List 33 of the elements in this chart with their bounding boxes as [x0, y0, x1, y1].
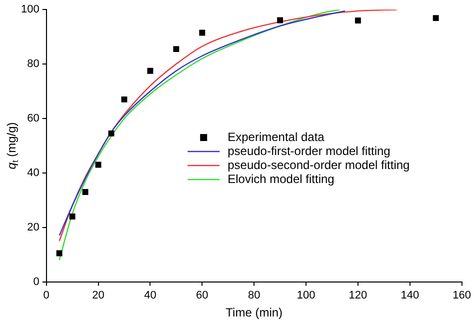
y-tick-label: 0: [33, 276, 40, 288]
point: [108, 130, 114, 136]
legend-label: Elovich model fitting: [228, 172, 334, 186]
x-tick-label: 0: [43, 289, 50, 302]
legend-label: pseudo-second-order model fitting: [228, 158, 410, 172]
x-tick-label: 80: [248, 289, 260, 302]
point: [56, 250, 62, 256]
legend-label: pseudo-first-order model fitting: [228, 144, 390, 158]
point: [95, 162, 102, 168]
x-tick-label: 120: [348, 289, 368, 302]
legend-label: Experimental data: [228, 130, 325, 144]
y-tick-label: 100: [20, 4, 40, 16]
point: [354, 18, 361, 24]
x-tick-label: 20: [92, 289, 104, 302]
x-tick-label: 100: [296, 289, 316, 302]
point: [147, 68, 154, 74]
point: [173, 46, 180, 52]
x-tick-label: 40: [144, 289, 156, 302]
y-tick-label: 20: [27, 221, 40, 234]
point: [121, 96, 128, 102]
x-tick-label: 140: [400, 289, 420, 302]
y-tick-label: 80: [27, 58, 40, 70]
point: [432, 15, 439, 22]
point: [82, 189, 88, 195]
y-axis-title: qt (mg/g): [4, 122, 20, 170]
point: [277, 17, 284, 24]
y-tick-label: 40: [27, 166, 40, 179]
x-axis-title: Time (min): [226, 305, 283, 320]
y-tick-label: 60: [27, 112, 40, 125]
point: [69, 213, 76, 220]
point: [199, 30, 206, 36]
x-tick-label: 160: [452, 289, 472, 302]
x-tick-label: 60: [196, 289, 208, 302]
